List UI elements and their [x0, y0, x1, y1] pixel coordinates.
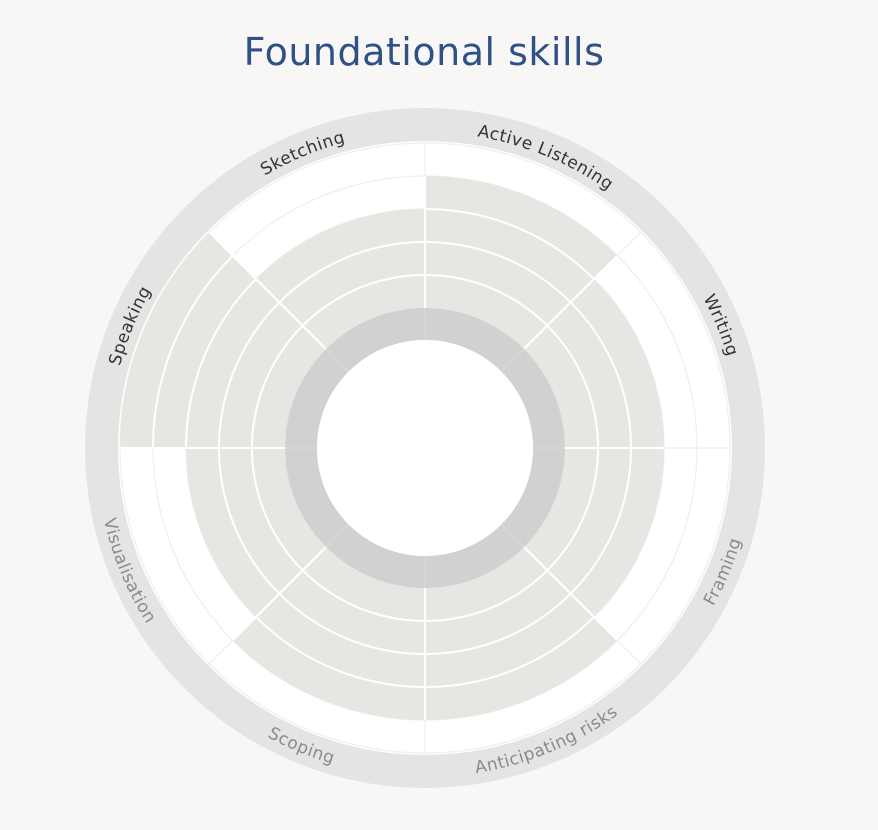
bar-divider	[424, 569, 549, 622]
bar-divider	[569, 447, 632, 595]
core-divider	[325, 524, 349, 548]
bar-divider	[278, 592, 426, 655]
bars	[120, 176, 664, 720]
center-hole	[317, 340, 533, 556]
bar-divider	[569, 301, 632, 449]
bar-sketching[interactable]	[256, 209, 425, 350]
bar-divider	[185, 278, 257, 449]
bar-divider	[424, 592, 572, 655]
bar-scoping[interactable]	[232, 546, 425, 720]
bar-visualisation[interactable]	[186, 448, 327, 617]
core-divider	[501, 524, 525, 548]
bar-anticipating-risks[interactable]	[425, 546, 618, 720]
bar-edge	[255, 278, 327, 350]
bar-divider	[424, 274, 549, 327]
bar-framing[interactable]	[523, 448, 664, 617]
bar-edge	[523, 278, 595, 350]
bar-edge	[523, 546, 619, 642]
bar-divider	[278, 241, 426, 304]
bar-divider	[251, 324, 304, 449]
bar-divider	[218, 447, 281, 595]
bar-divider	[152, 254, 234, 449]
bar-divider	[255, 616, 426, 688]
bar-divider	[424, 241, 572, 304]
bar-divider	[546, 324, 599, 449]
bar-divider	[218, 301, 281, 449]
bar-divider	[546, 447, 599, 572]
bar-active-listening[interactable]	[425, 176, 618, 350]
bar-divider	[424, 208, 595, 280]
bar-edge	[255, 546, 327, 618]
bar-speaking[interactable]	[120, 232, 327, 448]
bar-divider	[251, 447, 304, 572]
core-divider	[325, 348, 349, 372]
bar-divider	[424, 616, 595, 688]
bar-divider	[301, 569, 426, 622]
core-divider	[501, 348, 525, 372]
chart-title: Foundational skills	[243, 30, 605, 74]
core-ring	[285, 308, 565, 588]
bar-divider	[301, 274, 426, 327]
bar-writing[interactable]	[523, 279, 664, 448]
